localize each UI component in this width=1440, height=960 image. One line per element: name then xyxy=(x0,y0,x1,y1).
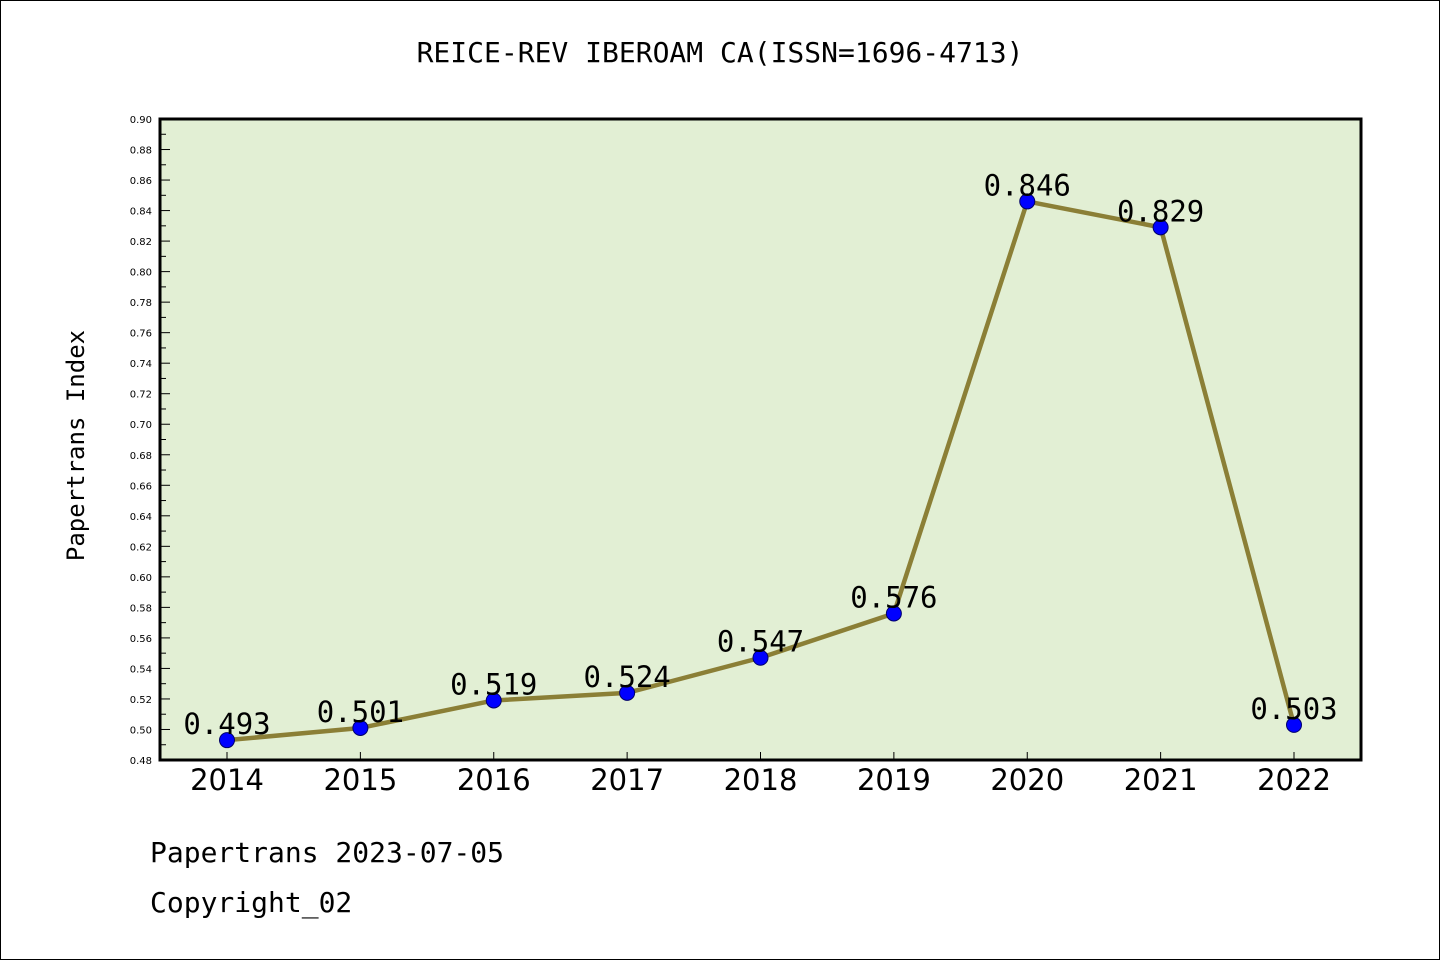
footer-date: Papertrans 2023-07-05 xyxy=(150,836,505,869)
y-tick-label: 0.76 xyxy=(130,329,152,340)
y-tick-label: 0.52 xyxy=(130,695,152,706)
data-point xyxy=(885,605,902,622)
y-tick-label: 0.68 xyxy=(130,451,152,462)
y-tick-label: 0.72 xyxy=(130,390,152,401)
y-tick-label: 0.48 xyxy=(130,756,152,767)
y-tick-label: 0.74 xyxy=(130,359,152,370)
x-tick-label: 2022 xyxy=(1257,763,1331,797)
x-tick-label: 2019 xyxy=(857,763,931,797)
y-tick-label: 0.64 xyxy=(130,512,152,523)
data-point xyxy=(219,732,235,749)
data-label: 0.524 xyxy=(583,660,670,694)
y-tick-label: 0.60 xyxy=(130,573,152,584)
y-tick-label: 0.56 xyxy=(130,634,152,645)
x-tick-label: 2015 xyxy=(323,763,397,797)
x-tick-label: 2016 xyxy=(457,763,531,797)
data-point xyxy=(1019,193,1036,210)
y-tick-label: 0.88 xyxy=(130,146,152,157)
y-tick-label: 0.58 xyxy=(130,603,152,614)
data-point xyxy=(752,649,769,666)
data-point xyxy=(485,692,502,709)
y-tick-label: 0.50 xyxy=(130,725,152,736)
data-label: 0.519 xyxy=(450,667,537,701)
plot-frame xyxy=(158,117,1363,762)
y-tick-label: 0.84 xyxy=(130,207,152,218)
data-label: 0.829 xyxy=(1117,194,1204,228)
x-tick-label: 2014 xyxy=(190,763,264,797)
data-point xyxy=(1152,219,1169,236)
data-point xyxy=(1286,716,1302,733)
y-tick-label: 0.66 xyxy=(130,481,152,492)
data-label: 0.493 xyxy=(183,707,270,741)
x-tick-label: 2017 xyxy=(590,763,664,797)
data-label: 0.547 xyxy=(717,625,804,659)
y-tick-label: 0.70 xyxy=(130,420,152,431)
data-point xyxy=(352,719,369,736)
y-tick-label: 0.54 xyxy=(130,664,152,675)
x-tick-label: 2018 xyxy=(724,763,798,797)
y-axis-title: Papertrans Index xyxy=(62,330,90,561)
y-tick-label: 0.86 xyxy=(130,176,152,187)
x-tick-label: 2021 xyxy=(1124,763,1198,797)
x-tick-label: 2020 xyxy=(990,763,1064,797)
data-label: 0.576 xyxy=(850,580,937,614)
footer-copyright: Copyright_02 xyxy=(150,886,353,919)
y-tick-label: 0.80 xyxy=(130,268,152,279)
y-tick-label: 0.90 xyxy=(130,115,152,126)
data-point xyxy=(619,684,636,701)
y-tick-label: 0.62 xyxy=(130,542,152,553)
data-label: 0.846 xyxy=(984,168,1071,202)
y-tick-label: 0.78 xyxy=(130,298,152,309)
y-tick-label: 0.82 xyxy=(130,237,152,248)
data-label: 0.501 xyxy=(317,695,404,729)
data-label: 0.503 xyxy=(1250,692,1337,726)
chart-title: REICE-REV IBEROAM CA(ISSN=1696-4713) xyxy=(416,36,1024,69)
